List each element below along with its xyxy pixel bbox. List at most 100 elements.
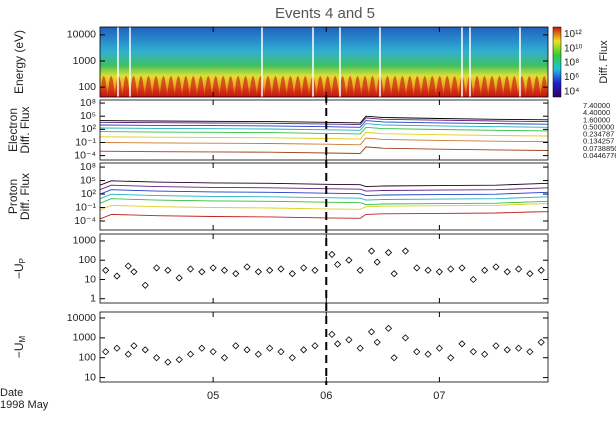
colorbar-tick-label: 10¹⁰	[564, 43, 582, 54]
point	[435, 344, 443, 352]
point	[481, 266, 489, 274]
y-tick-label: 10⁻⁴	[74, 215, 96, 227]
spectrogram-band	[495, 76, 504, 97]
series-line	[99, 211, 549, 220]
y-axis-label: Electron	[6, 108, 20, 152]
y-axis-label-text: Proton	[6, 179, 20, 214]
point	[232, 342, 240, 350]
point	[254, 268, 262, 276]
spectrogram-band	[279, 76, 287, 97]
point	[232, 270, 240, 278]
series-line	[99, 117, 549, 126]
series-line	[99, 193, 549, 201]
spectrogram-band	[436, 76, 444, 97]
legend-entry: 0.134257	[583, 137, 614, 146]
spectrogram-band	[286, 76, 295, 97]
series-line	[99, 146, 549, 154]
point	[254, 350, 262, 358]
y-tick-label: 10⁵	[80, 174, 96, 186]
spectrogram-band	[503, 76, 511, 97]
spectrogram-band	[204, 76, 212, 97]
point	[113, 272, 121, 280]
point	[390, 354, 398, 362]
point	[469, 348, 477, 356]
colorbar-tick-label: 10¹²	[564, 29, 582, 40]
x-tick-label: 05	[207, 390, 219, 402]
spectrogram-band	[294, 76, 302, 97]
point	[537, 266, 545, 274]
spectrogram-band	[152, 76, 160, 97]
y-axis-label: −UP	[12, 258, 27, 279]
spectrogram-band	[234, 76, 242, 97]
point	[401, 247, 410, 255]
spectrogram-band	[159, 76, 168, 97]
spectrogram-band	[421, 76, 429, 97]
y-tick-label: 10⁵	[80, 110, 96, 122]
series-line	[99, 198, 549, 206]
spectrogram-band	[450, 76, 459, 97]
spectrogram-band	[324, 76, 332, 97]
colorbar-tick-label: 10⁴	[564, 87, 579, 98]
spectrogram-band	[144, 76, 153, 97]
point	[102, 266, 110, 274]
spectrogram-band	[353, 76, 362, 97]
point	[345, 256, 353, 264]
point	[141, 281, 149, 289]
y-axis-label: −UM	[12, 335, 27, 358]
spectrogram-band	[174, 76, 183, 97]
spectrogram-band	[100, 76, 108, 97]
point	[503, 268, 511, 276]
y-tick-label: 10000	[67, 312, 96, 324]
y-axis-label: Proton	[6, 179, 20, 214]
panel-frame	[99, 162, 549, 231]
y-tick-label: 10	[84, 273, 96, 285]
legend-entry: 7.40000	[583, 101, 610, 110]
y-axis-label: Diff. Flux	[18, 106, 32, 153]
spectrogram-band	[241, 76, 250, 97]
y-tick-label: 100	[78, 81, 96, 93]
point	[266, 344, 274, 352]
point	[447, 265, 455, 273]
point	[124, 262, 132, 270]
colorbar-tick-label: 10⁸	[564, 58, 579, 69]
point	[300, 346, 308, 354]
spectrogram-band	[271, 76, 280, 97]
point	[209, 264, 217, 272]
spectrogram-band	[107, 76, 115, 97]
point	[492, 263, 500, 271]
point	[345, 336, 353, 344]
y-tick-label: 1000	[73, 332, 97, 344]
point	[413, 264, 421, 272]
spectrogram-band	[406, 76, 414, 97]
spectrogram-band	[219, 76, 227, 97]
point	[458, 264, 466, 272]
series-line	[99, 184, 549, 192]
y-tick-label: 10⁻¹	[75, 136, 96, 148]
y-axis-label-text: Electron	[6, 108, 20, 152]
spectrogram-band	[167, 76, 175, 97]
legend-entry: 0.0446776	[583, 151, 616, 160]
point	[277, 348, 285, 356]
y-axis-label-text: −U	[12, 263, 26, 279]
point	[424, 350, 432, 358]
point	[124, 350, 132, 358]
point	[435, 268, 443, 276]
point	[384, 248, 393, 257]
point	[300, 264, 308, 272]
point	[175, 274, 183, 282]
series-line	[99, 123, 549, 131]
point	[186, 265, 195, 273]
spectrogram-band	[533, 76, 541, 97]
point	[526, 270, 534, 278]
y-tick-label: 10⁻¹	[75, 201, 96, 213]
point	[537, 338, 545, 346]
series-line	[99, 131, 549, 140]
spectrogram-band	[428, 76, 436, 97]
spectrogram-band	[480, 76, 489, 97]
x-tick-label: 07	[433, 390, 445, 402]
y-tick-label: 100	[78, 254, 96, 266]
spectrogram-band	[368, 76, 377, 97]
point	[401, 334, 410, 342]
spectrogram-band	[391, 76, 399, 97]
